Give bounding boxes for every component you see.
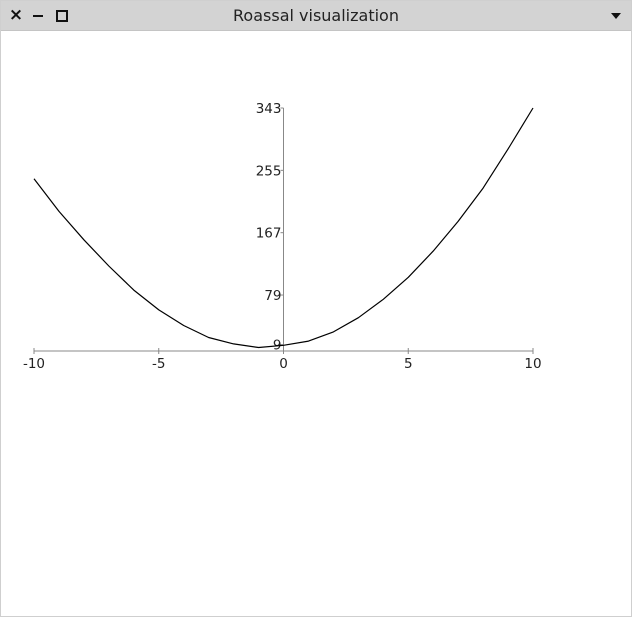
minimize-button[interactable]: [29, 7, 47, 25]
series-line: [33, 107, 534, 349]
x-tick-label: -10: [23, 356, 45, 372]
x-tick-label: -5: [152, 356, 165, 372]
maximize-icon: [56, 10, 68, 22]
close-button[interactable]: ×: [7, 7, 25, 25]
chart-series: [33, 107, 534, 349]
close-icon: ×: [8, 5, 24, 25]
x-tick-label: 10: [524, 356, 541, 372]
maximize-button[interactable]: [53, 7, 71, 25]
chevron-down-icon[interactable]: [611, 13, 621, 19]
y-tick-label: 255: [256, 163, 282, 179]
y-tick-label: 79: [264, 288, 281, 304]
window-title: Roassal visualization: [233, 6, 399, 25]
chart-axes: [34, 108, 533, 352]
y-tick-label: 343: [256, 101, 282, 117]
y-tick-label: 167: [256, 226, 282, 242]
visualization-canvas[interactable]: -10 -5 0 5 10 9 79 167 255 343: [1, 31, 631, 616]
minimize-icon: [33, 15, 43, 17]
window-titlebar[interactable]: × Roassal visualization: [1, 1, 631, 31]
x-tick-label: 5: [404, 356, 413, 372]
x-tick-label: 0: [279, 356, 288, 372]
